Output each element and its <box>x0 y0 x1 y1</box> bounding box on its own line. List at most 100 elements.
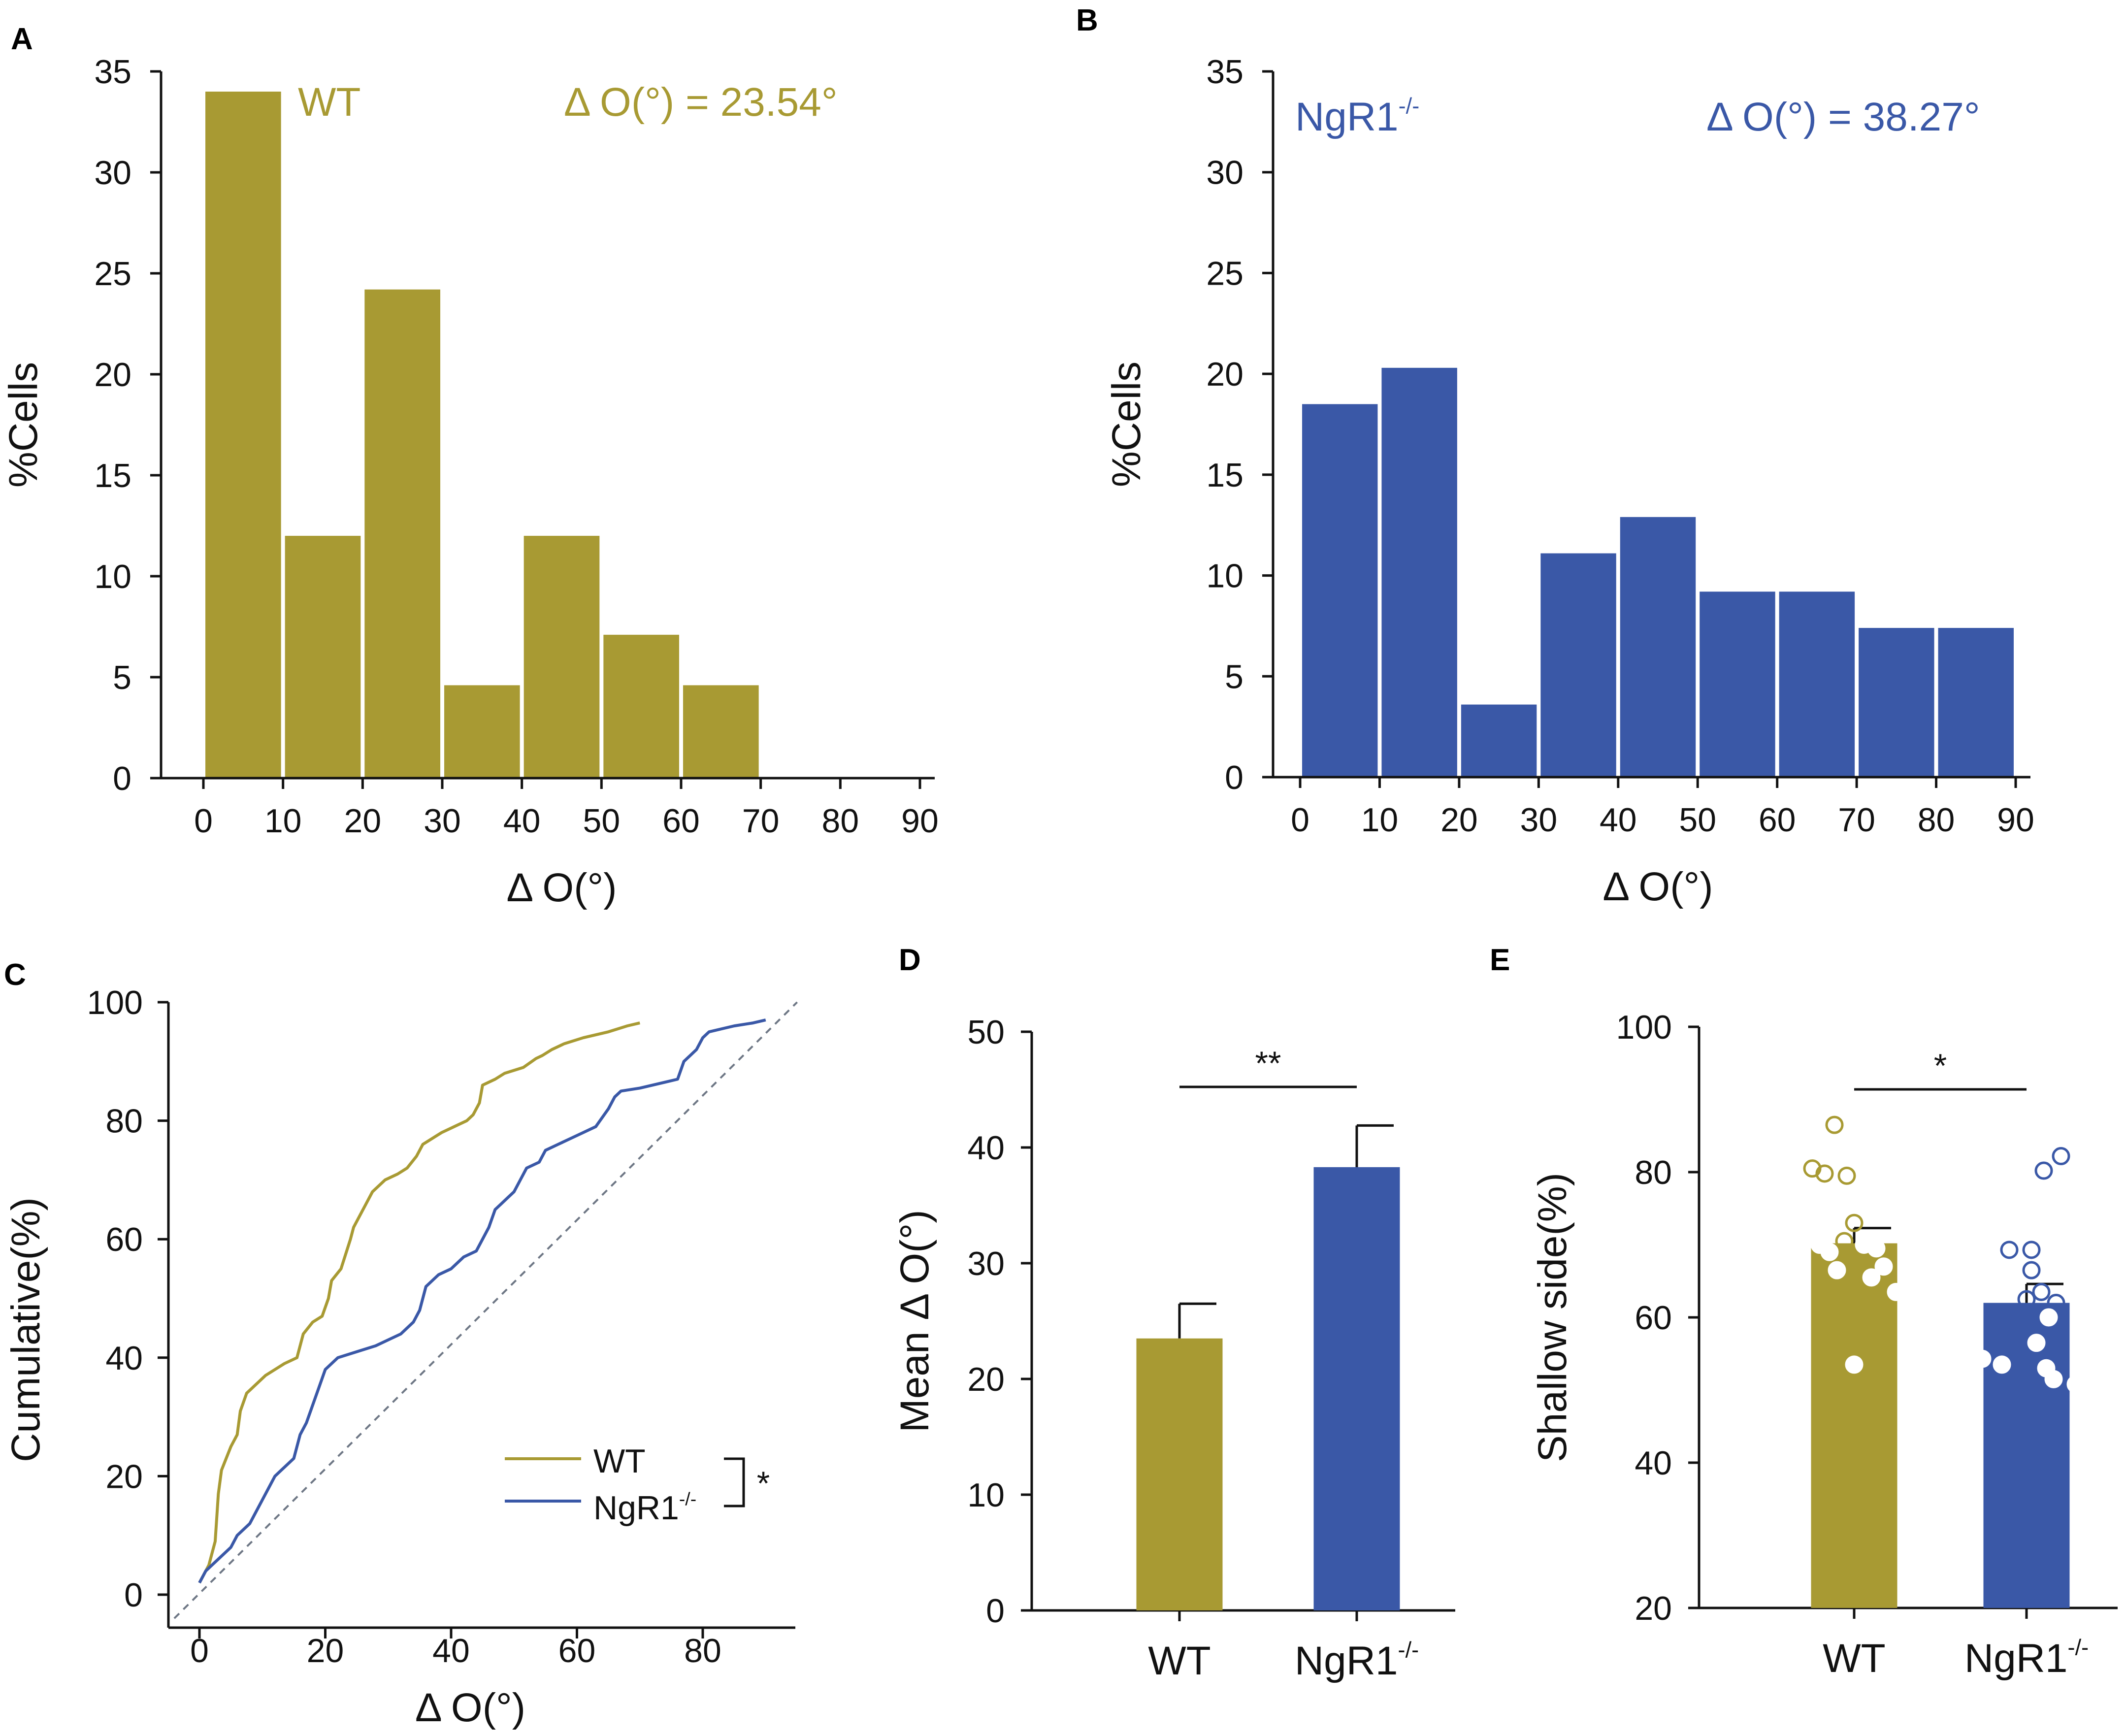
y-tick-label: 35 <box>94 53 131 91</box>
significance-stars: ** <box>1255 1045 1281 1082</box>
mean-annotation: Δ O(°) = 23.54° <box>564 80 838 125</box>
y-tick-label: 5 <box>113 659 131 696</box>
legend-label-ngr1-superscript: -/- <box>679 1488 696 1509</box>
x-category-label-superscript: -/- <box>2068 1635 2089 1660</box>
y-tick-label: 35 <box>1206 53 1243 91</box>
x-tick-label: 10 <box>264 802 302 840</box>
legend-label-ngr1-base: NgR1 <box>593 1489 679 1527</box>
x-tick-label: 80 <box>1918 801 1955 839</box>
histogram-bar <box>1302 404 1378 777</box>
y-axis-label: %Cells <box>1 362 46 488</box>
significance-star: * <box>757 1465 770 1502</box>
data-point <box>1820 1243 1839 1261</box>
panel-d-mean-bar: 0 10 20 30 40 50 WT NgR1-/- ** Mean Δ O(°) <box>892 1014 1455 1683</box>
y-tick-label: 20 <box>967 1361 1005 1398</box>
x-tick-label: 40 <box>503 802 541 840</box>
x-axis-label: Δ O(°) <box>506 865 617 910</box>
y-tick-label: 40 <box>967 1129 1005 1167</box>
y-tick-label: 15 <box>94 457 131 494</box>
data-point <box>1837 1166 1856 1185</box>
y-tick-label: 10 <box>94 558 131 595</box>
y-tick-label: 10 <box>967 1476 1005 1514</box>
y-axis-label: Cumulative(%) <box>3 1197 48 1462</box>
x-tick-label: 0 <box>1291 801 1309 839</box>
x-tick-label: 60 <box>662 802 700 840</box>
histogram-bar <box>523 536 600 778</box>
x-category-label: NgR1-/- <box>1964 1635 2089 1681</box>
data-point <box>1862 1268 1881 1287</box>
y-tick-label: 20 <box>1206 356 1243 393</box>
x-tick-label: 90 <box>901 802 939 840</box>
histogram-bar <box>1620 517 1696 777</box>
x-tick-label: 20 <box>307 1632 344 1670</box>
x-tick-label: 0 <box>190 1632 209 1670</box>
x-tick-label: 30 <box>424 802 461 840</box>
x-tick-label: 40 <box>1600 801 1637 839</box>
x-tick-label: 0 <box>194 802 213 840</box>
y-tick-label: 30 <box>94 154 131 192</box>
x-tick-label: 20 <box>344 802 382 840</box>
histogram-bar <box>444 685 520 778</box>
y-tick-label: 20 <box>94 356 131 393</box>
panel-e-shallow-bar: 20 40 60 80 100 WT NgR1-/- * Shallow side(%) <box>1530 1009 2118 1681</box>
x-category-label: WT <box>1148 1638 1210 1683</box>
panel-a-histogram: 0 5 10 15 20 25 30 35 0 10 20 30 40 50 60 70 80 90 Δ O(°)%… <box>1 53 939 910</box>
cdf-line-ngr1 <box>198 1018 766 1584</box>
y-tick-label: 100 <box>1616 1009 1672 1046</box>
y-tick-label: 5 <box>1225 658 1243 695</box>
x-axis-label: Δ O(°) <box>415 1685 525 1730</box>
legend-label-ngr1: NgR1-/- <box>593 1488 696 1527</box>
x-category-label-base: WT <box>1148 1638 1210 1683</box>
bar-ngr1 <box>1313 1167 1400 1610</box>
x-tick-label: 90 <box>1997 801 2034 839</box>
y-tick-label: 50 <box>967 1014 1005 1051</box>
data-point <box>1993 1355 2011 1374</box>
x-tick-label: 80 <box>822 802 859 840</box>
group-label-base: WT <box>298 80 360 125</box>
data-point <box>2032 1282 2051 1301</box>
data-point <box>2017 1290 2036 1309</box>
bar-ngr1 <box>1983 1303 2070 1608</box>
cdf-line-wt <box>198 1021 640 1584</box>
mean-annotation: Δ O(°) = 38.27° <box>1706 95 1980 139</box>
y-tick-label: 100 <box>87 984 143 1021</box>
panel-c-cumulative: 0 20 40 60 80 100 0 20 40 60 80 Δ O(°) Cumulative(%)… <box>3 984 798 1730</box>
data-point <box>1845 1355 1864 1374</box>
panel-b-histogram: 0 5 10 15 20 25 30 35 0 10 20 30 40 50 60 70 80 90 Δ O(°)%… <box>1104 53 2034 909</box>
x-tick-label: 70 <box>1838 801 1875 839</box>
x-category-label-base: NgR1 <box>1964 1636 2068 1681</box>
panel-label-d: D <box>899 943 921 977</box>
data-point <box>1835 1232 1854 1250</box>
group-label: WT <box>298 80 360 125</box>
data-point <box>1828 1261 1846 1279</box>
histogram-bar <box>603 634 679 778</box>
x-tick-label: 10 <box>1361 801 1399 839</box>
x-category-label: WT <box>1823 1636 1885 1681</box>
data-point <box>2047 1294 2065 1312</box>
data-point <box>1825 1115 1844 1134</box>
histogram-bar <box>1779 591 1855 777</box>
y-tick-label: 25 <box>94 255 131 293</box>
group-label-base: NgR1 <box>1295 95 1399 139</box>
data-point <box>1815 1164 1834 1183</box>
x-category-label: NgR1-/- <box>1295 1638 1419 1683</box>
x-axis-label: Δ O(°) <box>1603 864 1713 909</box>
x-tick-label: 20 <box>1440 801 1478 839</box>
y-tick-label: 80 <box>105 1103 143 1140</box>
y-axis-label: Mean Δ O(°) <box>892 1210 937 1432</box>
data-point <box>2022 1241 2041 1259</box>
y-tick-label: 40 <box>105 1340 143 1377</box>
histogram-bar <box>205 92 281 778</box>
group-label-superscript: -/- <box>1399 94 1420 119</box>
y-tick-label: 0 <box>113 760 131 797</box>
data-point <box>1845 1213 1864 1232</box>
y-tick-label: 40 <box>1635 1444 1672 1482</box>
bar-wt <box>1136 1338 1223 1610</box>
panel-label-c: C <box>4 958 26 992</box>
group-label: NgR1-/- <box>1295 94 1419 139</box>
data-point <box>2034 1161 2053 1180</box>
data-point <box>1867 1239 1886 1258</box>
histogram-bar <box>1540 553 1616 777</box>
panel-label-b: B <box>1076 3 1098 37</box>
y-tick-label: 30 <box>1206 154 1243 192</box>
